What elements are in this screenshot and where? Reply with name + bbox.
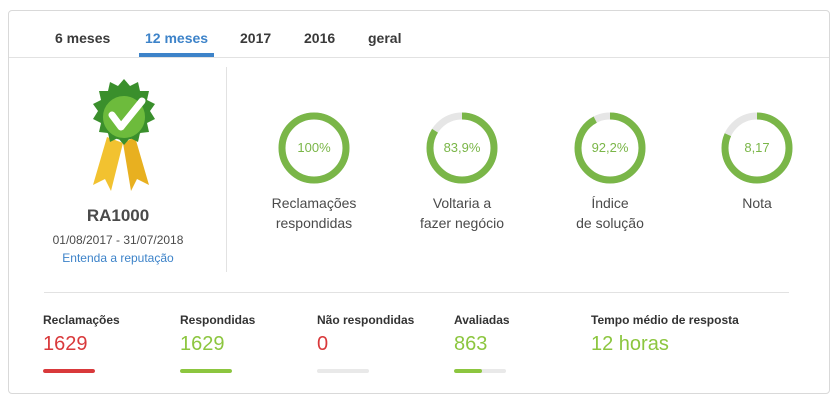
stat-label: Avaliadas <box>454 313 510 327</box>
stat-value: 0 <box>317 333 329 355</box>
progress-ring <box>721 112 793 184</box>
metric-value: 83,9% <box>443 140 481 155</box>
active-tab-indicator <box>139 53 214 57</box>
stat-progress-bar <box>180 369 232 373</box>
metric-label: Voltaria a fazer negócio <box>392 193 532 233</box>
vertical-divider <box>226 67 227 272</box>
stat-progress-fill <box>180 369 232 373</box>
metric-label: Nota <box>687 193 827 213</box>
metric-label: Reclamações respondidas <box>244 193 384 233</box>
metric-label-line: Voltaria a <box>432 195 492 211</box>
metric-label-line: respondidas <box>275 215 353 231</box>
reputation-info-link[interactable]: Entenda a reputação <box>62 251 174 265</box>
stat-progress-fill <box>454 369 482 373</box>
metric-label-line: Nota <box>742 195 772 211</box>
metric-value: 92,2% <box>591 140 629 155</box>
stat-label: Respondidas <box>180 313 256 327</box>
metric-value: 100% <box>297 140 331 155</box>
stat-label: Tempo médio de resposta <box>591 313 739 327</box>
stat-label: Reclamações <box>43 313 120 327</box>
progress-ring <box>574 112 646 184</box>
stat-label: Não respondidas <box>317 313 415 327</box>
tab-2016[interactable]: 2016 <box>304 30 336 46</box>
period-tabs: 6 meses 12 meses 2017 2016 geral <box>9 11 829 58</box>
tab-12-meses[interactable]: 12 meses <box>145 30 209 46</box>
stat-value: 863 <box>454 333 488 355</box>
reputation-brand: RA1000 <box>86 206 150 225</box>
stat-value: 1629 <box>180 333 225 355</box>
metric-label-line: de solução <box>576 215 644 231</box>
tab-geral[interactable]: geral <box>368 30 402 46</box>
ra1000-seal-icon <box>93 79 155 191</box>
reputation-period: 01/08/2017 - 31/07/2018 <box>52 233 184 247</box>
stat-value: 1629 <box>43 333 88 355</box>
stat-progress-bar <box>317 369 369 373</box>
progress-ring <box>278 112 350 184</box>
stat-progress-bar <box>454 369 506 373</box>
metric-label: Índice de solução <box>540 193 680 233</box>
stat-progress-fill <box>43 369 95 373</box>
reputation-card: 6 meses 12 meses 2017 2016 geral RA1000 … <box>8 10 830 394</box>
stat-value: 12 horas <box>591 333 669 355</box>
reputation-summary: RA1000 01/08/2017 - 31/07/2018 Entenda a… <box>9 57 227 275</box>
metric-label-line: Índice <box>591 195 629 211</box>
progress-ring <box>426 112 498 184</box>
metric-label-line: fazer negócio <box>419 215 505 231</box>
tab-6-meses[interactable]: 6 meses <box>55 30 111 46</box>
metric-value: 8,17 <box>744 140 770 155</box>
horizontal-divider <box>44 292 789 293</box>
metric-label-line: Reclamações <box>271 195 357 211</box>
stat-progress-bar <box>43 369 95 373</box>
tab-2017[interactable]: 2017 <box>240 30 272 46</box>
